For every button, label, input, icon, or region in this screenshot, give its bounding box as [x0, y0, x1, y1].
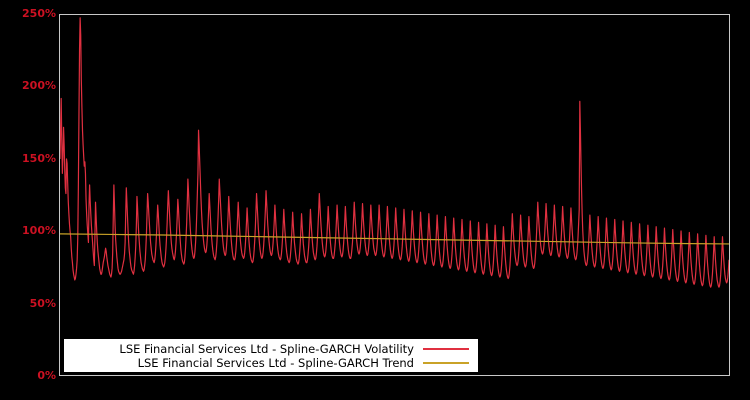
legend-label-trend: LSE Financial Services Ltd - Spline-GARC…: [137, 355, 414, 370]
y-axis-tick-labels: 0% 50% 100% 150% 200% 250%: [0, 0, 56, 400]
y-axis-tick-100: 100%: [22, 224, 56, 238]
chart-legend: LSE Financial Services Ltd - Spline-GARC…: [64, 339, 478, 372]
plot-area: [59, 14, 730, 376]
y-axis-tick-150: 150%: [22, 151, 56, 165]
line-swatch-trend: [423, 361, 469, 364]
y-axis-tick-0: 0%: [37, 369, 56, 382]
y-axis-tick-250: 250%: [22, 7, 56, 20]
y-axis-tick-200: 200%: [22, 79, 56, 93]
legend-label-volatility: LSE Financial Services Ltd - Spline-GARC…: [119, 341, 414, 356]
plot-lines: [60, 17, 729, 288]
legend-entry-volatility: LSE Financial Services Ltd - Spline-GARC…: [65, 342, 477, 356]
y-axis-tick-50: 50%: [29, 296, 56, 310]
line-swatch-volatility: [423, 347, 469, 350]
volatility-line: [60, 17, 729, 288]
legend-entry-trend: LSE Financial Services Ltd - Spline-GARC…: [65, 356, 477, 370]
trend-line: [60, 233, 729, 245]
